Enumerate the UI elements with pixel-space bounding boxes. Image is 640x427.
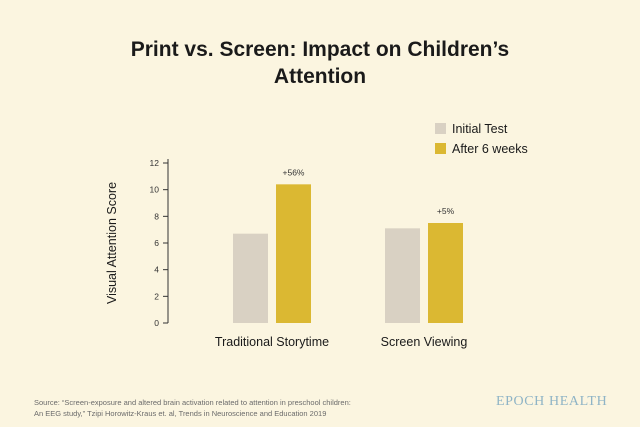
chart-title-line-2: Attention	[273, 65, 367, 88]
category-label: Screen Viewing	[381, 335, 468, 349]
bar-after-1	[428, 223, 463, 323]
category-label: Traditional Storytime	[215, 335, 329, 349]
y-tick-label: 10	[150, 185, 160, 195]
source-line-2: An EEG study,” Tzipi Horowitz-Kraus et. …	[34, 409, 327, 418]
bars-group	[233, 184, 463, 323]
source-citation: Source: “Screen-exposure and altered bra…	[34, 397, 351, 419]
brand-logo: EPOCH HEALTH	[496, 394, 608, 409]
source-line-1: Source: “Screen-exposure and altered bra…	[34, 398, 351, 407]
chart-title: Print vs. Screen: Impact on Children’s A…	[0, 36, 640, 90]
legend-label: Initial Test	[452, 122, 508, 136]
y-tick-label: 0	[154, 318, 159, 328]
legend-swatch	[435, 143, 446, 154]
chart-title-line-1: Print vs. Screen: Impact on Children’s	[130, 38, 510, 61]
bar-after-0	[276, 184, 311, 323]
change-label: +5%	[437, 206, 455, 216]
y-axis-title: Visual Attention Score	[105, 182, 119, 304]
y-axis: 0 2 4 6 8 10 12 Visual Attention Score	[105, 158, 169, 328]
bar-initial-1	[385, 228, 420, 323]
legend-swatch	[435, 123, 446, 134]
change-label: +56%	[283, 167, 305, 177]
y-tick-label: 8	[154, 211, 159, 221]
y-tick-label: 12	[150, 158, 160, 168]
legend: Initial Test After 6 weeks	[435, 122, 528, 156]
y-tick-label: 6	[154, 238, 159, 248]
y-tick-label: 2	[154, 291, 159, 301]
labels-group: +56% Traditional Storytime +5% Screen Viewi…	[215, 167, 467, 349]
y-tick-label: 4	[154, 265, 159, 275]
bar-initial-0	[233, 233, 268, 323]
legend-label: After 6 weeks	[452, 142, 528, 156]
